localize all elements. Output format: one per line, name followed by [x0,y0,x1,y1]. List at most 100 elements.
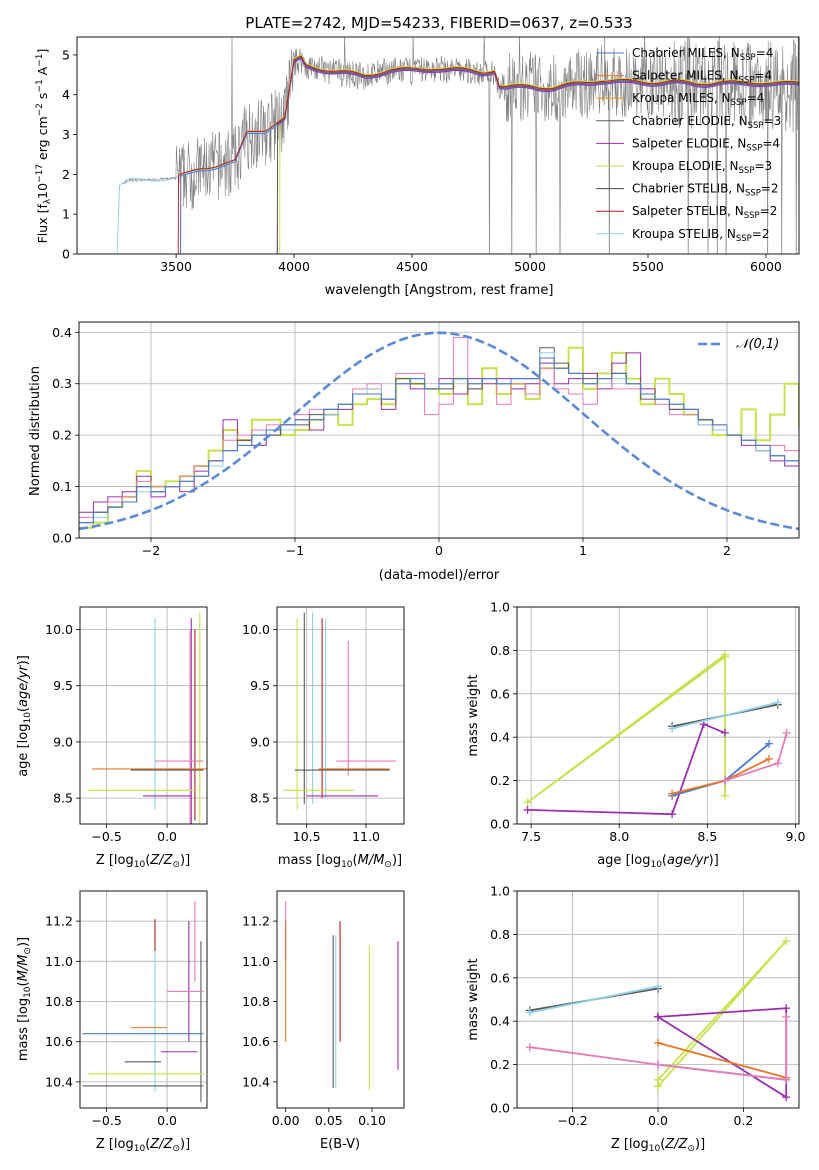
series-line [657,1042,787,1079]
observed-spectrum-line [118,37,799,254]
series-line [671,743,770,797]
y-tick-label: 10.8 [45,994,73,1009]
legend-label: Salpeter ELODIE, NSSP=4 [632,136,780,153]
axes-frame [516,606,800,825]
x-tick-label: −0.2 [557,1113,587,1128]
model-fit-line [177,55,799,254]
x-tick-label: 0.00 [272,1113,300,1128]
legend-label-sub: SSP [746,143,762,153]
y-tick-label: 8.5 [250,791,270,806]
y-tick-label: 0.4 [490,730,510,745]
legend-label-text: Chabrier MILES, N [632,46,740,60]
legend-label: Salpeter STELIB, NSSP=2 [632,204,777,221]
x-tick-label: 8.0 [609,829,629,844]
axes-frame [276,606,405,825]
y-tick-label: 0.3 [52,376,72,391]
x-tick-label: 0.0 [157,1113,177,1128]
legend-label: Chabrier ELODIE, NSSP=3 [632,114,781,131]
spectrum-ylabel: Flux [fλ10−17 erg cm−2 s−1 A−1] [35,49,53,244]
x-tick-label: 11.0 [352,829,380,844]
x-tick-label: −1 [286,543,304,558]
normal-distribution-curve [79,331,799,531]
x-tick-label: 1 [579,543,587,558]
legend-label: Kroupa MILES, NSSP=4 [632,91,764,108]
y-tick-label: 0.4 [52,325,72,340]
axis-label: Z [log10(Z/Z⊙)] [96,853,190,870]
legend-label-value: =4 [747,91,765,105]
x-tick-label: 5500 [632,259,664,274]
residuals-ylabel: Normed distribution [28,366,43,496]
errorbar-group [88,612,207,824]
legend-label-text: Chabrier STELIB, N [632,182,745,196]
y-tick-label: 10.0 [242,622,270,637]
y-tick-label: 9.0 [250,734,270,749]
axes-frame [79,606,208,825]
legend-label-text: Salpeter MILES, N [632,69,739,83]
series-line [527,652,726,804]
y-tick-label: 11.0 [242,954,270,969]
axis-label: mass weight [466,674,481,756]
y-tick-label: 0.0 [52,531,72,546]
series-line [529,985,659,1014]
y-tick-label: 0.8 [490,643,510,658]
legend-label-sub: SSP [736,234,752,244]
age-vs-mass-panel: 10.5 11.0 8.5 9.0 9.5 10.0 mass [log10(M/M⊙)] [242,606,405,870]
y-tick-label: 0.4 [490,1014,510,1029]
y-tick-label: 11.2 [242,914,270,929]
y-tick-label: 5 [62,47,70,62]
x-tick-label: 0.10 [358,1113,386,1128]
legend-label: Chabrier STELIB, NSSP=2 [632,182,779,199]
axes-frame [276,890,405,1109]
legend-label-sub: SSP [731,98,747,108]
x-tick-label: 0.0 [648,1113,668,1128]
legend-label-value: =2 [752,227,770,241]
legend-label-value: =3 [754,159,772,173]
x-tick-label: 6000 [750,259,782,274]
x-tick-label: 4500 [396,259,428,274]
y-tick-label: 10.4 [242,1074,270,1089]
model-fit-line [276,58,799,254]
x-tick-label: 10.5 [293,829,321,844]
spectrum-xlabel: wavelength [Angstrom, rest frame] [325,283,554,298]
y-tick-label: 4 [62,87,70,102]
legend-label-sub: SSP [745,189,761,199]
y-tick-label: 0 [62,247,70,262]
spectrum-title: PLATE=2742, MJD=54233, FIBERID=0637, z=0… [245,14,632,32]
series-lines [525,936,791,1102]
age-vs-metallicity-panel: −0.5 0.0 8.5 9.0 9.5 10.0 Z [log10(Z/Z⊙)] age [… [16,606,208,870]
x-tick-label: 9.0 [786,829,806,844]
legend-label-sub: SSP [739,166,755,176]
model-fit-line [276,56,799,254]
errorbar-group [285,901,399,1090]
weight-vs-metallicity-panel: −0.2 0.0 0.2 0.0 0.2 0.4 0.6 0.8 1.0 mass weight Z… [466,884,800,1154]
histogram-series-line [79,357,799,524]
y-tick-label: 0.2 [52,428,72,443]
x-tick-label: 0.0 [157,829,177,844]
y-tick-label: 0.6 [490,686,510,701]
axis-label: age [log10(age/yr)] [597,853,719,870]
axis-label: mass [log10(M/M⊙)] [278,853,402,870]
legend-label-value: =4 [754,69,772,83]
x-tick-label: 2 [723,543,731,558]
axis-label: mass weight [466,958,481,1040]
y-tick-label: 1.0 [490,600,510,615]
y-tick-label: 0.0 [490,817,510,832]
x-tick-label: −0.5 [91,829,121,844]
x-tick-label: 8.5 [697,829,717,844]
residuals-panel: (data-model)/error Normed distribution −… [28,321,800,583]
series-line [527,723,726,816]
x-tick-label: 4000 [278,259,310,274]
errorbar-group [282,612,396,810]
axis-label: E(B-V) [320,1137,360,1152]
axis-label: mass [log10(M/M⊙)] [16,937,33,1061]
legend-label-value: =2 [761,182,779,196]
series-line [671,701,779,730]
series-line [529,1016,788,1081]
mass-vs-metallicity-panel: −0.5 0.0 10.4 10.6 10.8 11.0 11.2 Z [log10(Z/Z⊙… [16,890,208,1154]
legend-label: 𝒩(0,1) [736,337,779,352]
y-tick-label: 10.6 [45,1034,73,1049]
legend-label: Kroupa ELODIE, NSSP=3 [632,159,772,176]
legend-label-text: Chabrier ELODIE, N [632,114,748,128]
legend-label-value: =4 [756,46,774,60]
y-tick-label: 1 [62,207,70,222]
